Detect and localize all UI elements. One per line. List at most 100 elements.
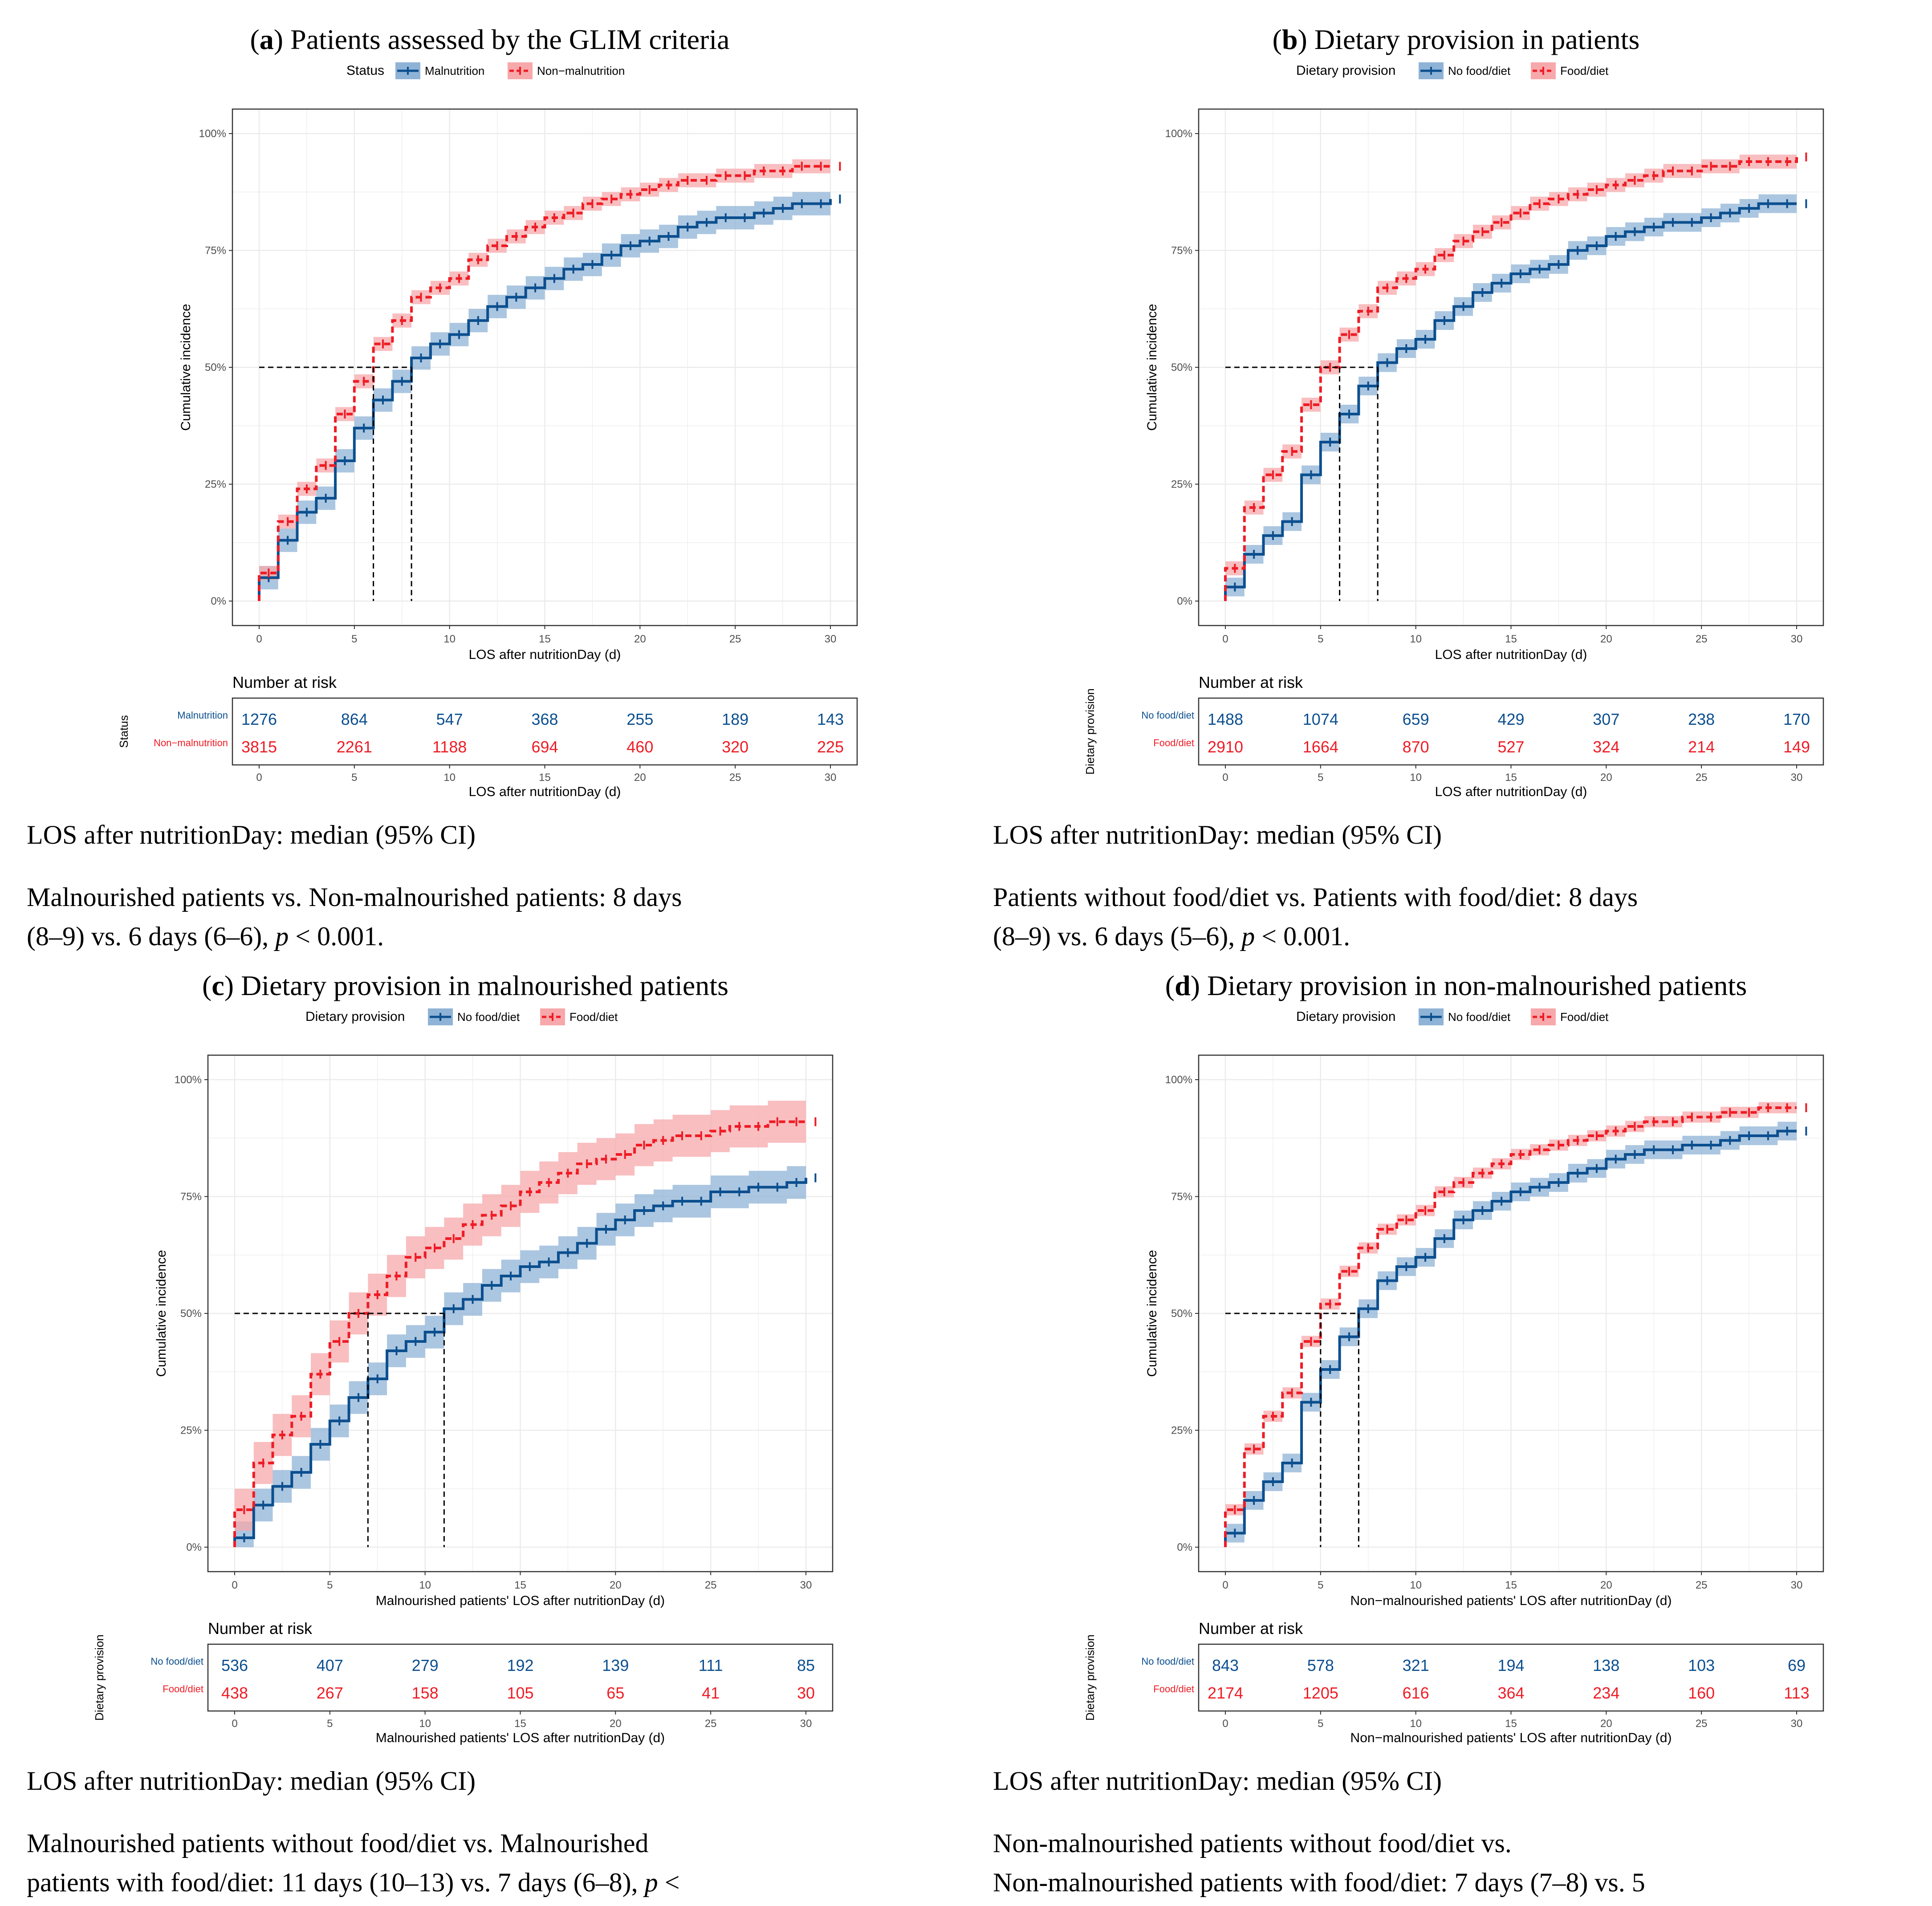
risk-value: 3815 <box>241 738 277 756</box>
y-tick-label: 0% <box>1177 595 1192 607</box>
risk-x-tick-label: 15 <box>514 1718 526 1730</box>
risk-value: 407 <box>317 1656 343 1674</box>
risk-x-tick-label: 5 <box>351 772 357 784</box>
risk-value: 1276 <box>241 710 277 728</box>
risk-value: 2261 <box>337 738 372 756</box>
risk-x-tick-label: 25 <box>705 1718 717 1730</box>
x-tick-label: 15 <box>1505 633 1517 645</box>
ci-band-blue <box>1225 1122 1797 1543</box>
risk-x-axis-label: LOS after nutritionDay (d) <box>1435 784 1587 799</box>
risk-value: 864 <box>341 710 368 728</box>
y-tick-label: 75% <box>205 245 226 257</box>
legend-label-1: Non−malnutrition <box>537 64 625 77</box>
risk-value: 307 <box>1593 710 1619 728</box>
x-tick-label: 25 <box>1696 1579 1708 1591</box>
x-tick-label: 25 <box>1696 633 1708 645</box>
risk-row-label: Non−malnutrition <box>154 737 228 748</box>
risk-row-label: No food/diet <box>150 1656 203 1667</box>
risk-x-tick-label: 5 <box>327 1718 333 1730</box>
x-tick-label: 20 <box>1600 1579 1612 1591</box>
y-tick-label: 25% <box>180 1425 202 1437</box>
panel-title-paren: ( <box>250 24 259 55</box>
y-axis-label: Cumulative incidence <box>179 304 193 431</box>
risk-value: 170 <box>1783 710 1810 728</box>
risk-value: 85 <box>797 1656 815 1674</box>
risk-x-tick-label: 0 <box>256 772 262 784</box>
risk-value: 429 <box>1497 710 1524 728</box>
risk-x-tick-label: 15 <box>1505 1718 1517 1730</box>
x-tick-label: 10 <box>1410 1579 1422 1591</box>
risk-x-tick-label: 0 <box>1222 772 1228 784</box>
x-axis-label: LOS after nutritionDay (d) <box>1435 647 1587 662</box>
risk-value: 113 <box>1784 1684 1809 1702</box>
risk-value: 364 <box>1497 1684 1524 1702</box>
x-tick-label: 25 <box>729 633 741 645</box>
series-line-red <box>258 165 830 601</box>
risk-x-tick-label: 10 <box>1410 772 1422 784</box>
risk-value: 65 <box>606 1684 624 1702</box>
legend-label-0: No food/diet <box>457 1010 520 1024</box>
caption-line: Malnourished patients vs. Non-malnourish… <box>27 882 682 912</box>
legend-title: Dietary provision <box>305 1009 405 1024</box>
y-axis-label: Cumulative incidence <box>154 1250 169 1377</box>
legend-label-0: Malnutrition <box>425 64 484 77</box>
y-tick-label: 50% <box>205 362 226 374</box>
x-axis-label: Non−malnourished patients' LOS after nut… <box>1350 1593 1672 1608</box>
risk-row-label: No food/diet <box>1141 710 1194 721</box>
risk-row-label: Food/diet <box>1153 737 1194 748</box>
caption-line: (8–9) vs. 6 days (5–6), p < 0.001. <box>993 922 1350 951</box>
risk-value: 69 <box>1788 1656 1806 1674</box>
legend-title: Dietary provision <box>1296 63 1395 78</box>
caption-text: < 0.001. <box>1255 922 1350 951</box>
panel-title-text: ) Dietary provision in non-malnourished … <box>1191 970 1747 1001</box>
x-tick-label: 5 <box>1318 633 1323 645</box>
risk-table-frame <box>207 1643 834 1712</box>
risk-x-tick-label: 10 <box>1410 1718 1422 1730</box>
x-axis-label: LOS after nutritionDay (d) <box>469 647 621 662</box>
risk-value: 192 <box>507 1656 533 1674</box>
risk-value: 1074 <box>1303 710 1338 728</box>
panel-d: (d) Dietary provision in non-malnourishe… <box>993 970 1824 1897</box>
y-tick-label: 100% <box>199 128 226 140</box>
caption-text: patients with food/diet: 11 days (10–13)… <box>27 1868 645 1897</box>
x-axis-label: Malnourished patients' LOS after nutriti… <box>376 1593 665 1608</box>
x-tick-label: 10 <box>419 1579 431 1591</box>
y-tick-label: 25% <box>205 479 226 491</box>
risk-value: 616 <box>1403 1684 1429 1702</box>
risk-x-tick-label: 20 <box>1600 772 1612 784</box>
legend-label-1: Food/diet <box>569 1010 618 1024</box>
panel-title: (d) Dietary provision in non-malnourishe… <box>1165 970 1747 1001</box>
panel-title-paren: ( <box>1273 24 1282 55</box>
y-tick-label: 25% <box>1171 479 1192 491</box>
legend-label-1: Food/diet <box>1560 1010 1609 1024</box>
x-tick-label: 0 <box>232 1579 237 1591</box>
y-axis-label: Cumulative incidence <box>1145 1250 1159 1377</box>
risk-value: 578 <box>1307 1656 1334 1674</box>
x-tick-label: 30 <box>1791 1579 1803 1591</box>
caption-heading: LOS after nutritionDay: median (95% CI) <box>27 820 476 849</box>
risk-y-axis-label: Dietary provision <box>1083 1634 1097 1721</box>
caption-line: patients with food/diet: 11 days (10–13)… <box>27 1868 679 1897</box>
panel-title-text: ) Dietary provision in malnourished pati… <box>224 970 728 1001</box>
y-tick-label: 75% <box>180 1191 202 1203</box>
panel-title: (b) Dietary provision in patients <box>1273 24 1640 55</box>
caption-p: p <box>1240 922 1255 951</box>
risk-value: 143 <box>817 710 844 728</box>
risk-x-tick-label: 30 <box>1791 1718 1803 1730</box>
x-tick-label: 5 <box>1318 1579 1323 1591</box>
risk-value: 103 <box>1688 1656 1715 1674</box>
risk-x-tick-label: 20 <box>1600 1718 1612 1730</box>
panel-title-text: ) Patients assessed by the GLIM criteria <box>274 24 730 55</box>
x-tick-label: 30 <box>1791 633 1803 645</box>
risk-value: 1188 <box>432 738 467 756</box>
risk-x-tick-label: 15 <box>1505 772 1517 784</box>
risk-value: 438 <box>221 1684 248 1702</box>
risk-value: 870 <box>1403 738 1429 756</box>
caption-heading: LOS after nutritionDay: median (95% CI) <box>993 1766 1442 1796</box>
panel-a: (a) Patients assessed by the GLIM criter… <box>27 24 858 951</box>
risk-x-tick-label: 0 <box>1222 1718 1228 1730</box>
risk-row-label: Malnutrition <box>177 710 228 721</box>
caption-p: p <box>643 1868 658 1897</box>
risk-value: 320 <box>722 738 748 756</box>
risk-value: 105 <box>507 1684 533 1702</box>
